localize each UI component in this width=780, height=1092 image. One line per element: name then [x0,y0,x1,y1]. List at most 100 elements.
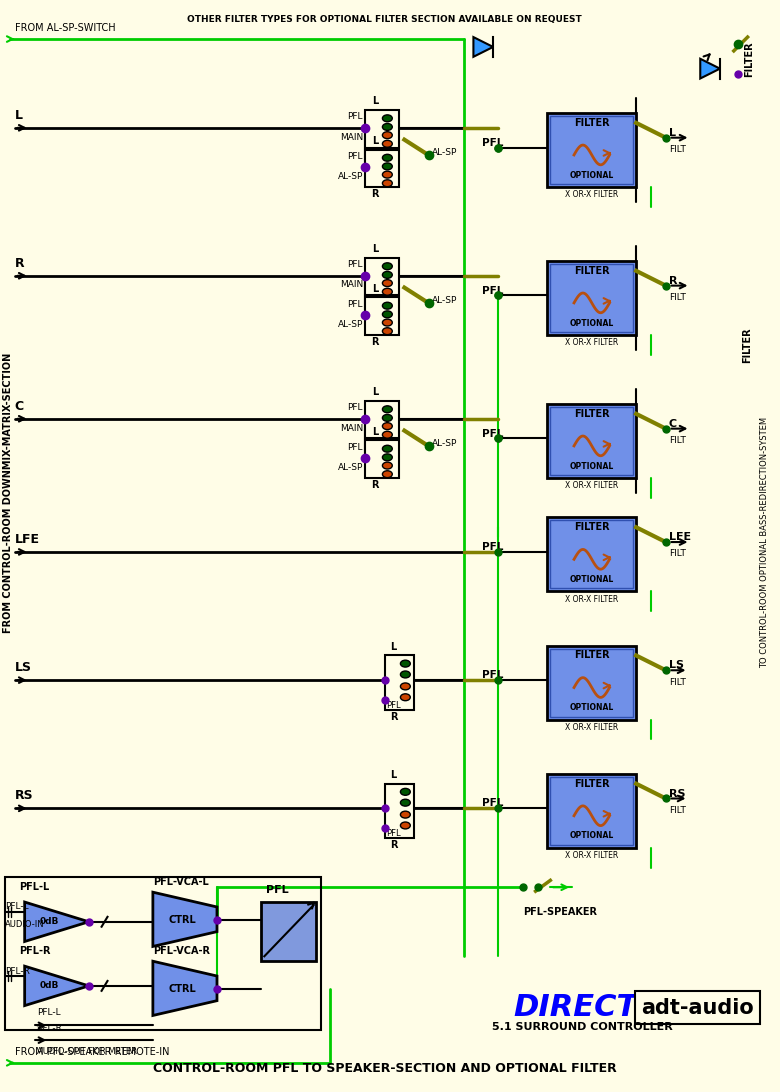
Text: AL-SP: AL-SP [338,463,363,472]
Text: RS: RS [15,790,34,803]
Text: PFL-VCA-R: PFL-VCA-R [153,947,210,957]
Ellipse shape [382,280,392,286]
Text: X OR-X FILTER: X OR-X FILTER [566,851,619,860]
Text: PFL: PFL [347,152,363,161]
Ellipse shape [400,693,410,701]
Ellipse shape [382,311,392,318]
Text: C: C [668,418,677,429]
Text: PFL: PFL [483,138,504,147]
FancyBboxPatch shape [548,404,636,478]
Text: FILTER: FILTER [574,651,610,661]
Text: CONTROL-ROOM PFL TO SPEAKER-SECTION AND OPTIONAL FILTER: CONTROL-ROOM PFL TO SPEAKER-SECTION AND … [153,1061,616,1075]
Ellipse shape [382,272,392,278]
Text: FILTER: FILTER [745,41,754,76]
Text: X OR-X FILTER: X OR-X FILTER [566,339,619,347]
Text: R: R [15,257,24,270]
Ellipse shape [400,670,410,678]
Text: X OR-X FILTER: X OR-X FILTER [566,595,619,604]
FancyBboxPatch shape [551,776,633,845]
FancyBboxPatch shape [385,655,414,710]
FancyBboxPatch shape [551,521,633,589]
Ellipse shape [382,132,392,139]
Text: R: R [371,189,379,199]
Text: AUDIO-IN: AUDIO-IN [5,921,44,929]
FancyBboxPatch shape [365,440,399,478]
Ellipse shape [382,415,392,422]
Text: PFL: PFL [386,701,401,710]
Text: R: R [371,440,379,451]
FancyBboxPatch shape [365,110,399,147]
Text: FILTER: FILTER [574,779,610,788]
Text: RS: RS [668,788,685,798]
Text: PFL-R: PFL-R [19,947,50,957]
Text: L: L [372,427,378,437]
Ellipse shape [382,263,392,270]
Text: AL-SP: AL-SP [432,296,457,305]
Polygon shape [473,37,493,57]
Ellipse shape [400,811,410,818]
Polygon shape [25,966,89,1006]
Polygon shape [700,59,720,79]
Text: R: R [390,712,397,722]
Text: CTRL: CTRL [168,915,197,925]
Text: R: R [371,337,379,347]
Text: L: L [15,109,23,122]
Text: L: L [391,641,397,652]
Polygon shape [153,892,217,947]
Text: PFL-R: PFL-R [5,966,30,975]
Text: X OR-X FILTER: X OR-X FILTER [566,482,619,490]
Text: DIRECTOR: DIRECTOR [513,993,686,1022]
Text: C: C [15,400,24,413]
Text: PFL-SPEAKER: PFL-SPEAKER [523,907,597,917]
Text: L: L [391,770,397,780]
Ellipse shape [382,328,392,334]
Text: PFL: PFL [386,829,401,838]
Text: X OR-X FILTER: X OR-X FILTER [566,190,619,200]
Text: FILTER: FILTER [574,522,610,532]
Ellipse shape [400,822,410,829]
Ellipse shape [382,288,392,295]
Text: PFL-L: PFL-L [5,902,29,912]
Text: AL-SP: AL-SP [432,149,457,157]
Text: FILT: FILT [668,806,686,815]
Ellipse shape [400,682,410,690]
FancyBboxPatch shape [551,116,633,185]
Ellipse shape [382,446,392,452]
Ellipse shape [382,141,392,147]
Text: TO CONTROL-ROOM OPTIONAL BASS-REDIRECTION-SYSTEM: TO CONTROL-ROOM OPTIONAL BASS-REDIRECTIO… [760,416,769,667]
Ellipse shape [400,799,410,806]
Ellipse shape [382,154,392,162]
Text: PFL: PFL [347,260,363,270]
Text: PFL: PFL [347,403,363,413]
Ellipse shape [382,180,392,187]
Text: PFL: PFL [266,886,289,895]
Ellipse shape [382,423,392,429]
Text: FILTER: FILTER [743,327,753,363]
Text: OPTIONAL: OPTIONAL [569,170,614,180]
Ellipse shape [382,163,392,170]
Ellipse shape [382,454,392,461]
Text: 5.1 SURROUND CONTROLLER: 5.1 SURROUND CONTROLLER [491,1022,672,1032]
Ellipse shape [400,661,410,667]
Ellipse shape [382,319,392,327]
Text: R: R [371,150,379,159]
Text: OPTIONAL: OPTIONAL [569,703,614,712]
Text: AL-SP: AL-SP [338,320,363,329]
Text: L: L [372,135,378,145]
Ellipse shape [400,788,410,795]
FancyBboxPatch shape [365,297,399,335]
Text: PFL: PFL [483,670,504,680]
Text: AL-SP: AL-SP [338,173,363,181]
Text: AUDIO-OUT FOR METER: AUDIO-OUT FOR METER [37,1047,137,1056]
Text: FROM AL-SP-SWITCH: FROM AL-SP-SWITCH [15,23,115,33]
Text: PFL: PFL [347,442,363,452]
Text: adt-audio: adt-audio [641,998,753,1018]
Text: OPTIONAL: OPTIONAL [569,575,614,584]
FancyBboxPatch shape [365,401,399,439]
Ellipse shape [382,471,392,477]
FancyBboxPatch shape [548,645,636,720]
FancyBboxPatch shape [548,114,636,187]
Text: PFL: PFL [483,428,504,439]
Ellipse shape [382,406,392,413]
Text: LS: LS [15,662,32,674]
